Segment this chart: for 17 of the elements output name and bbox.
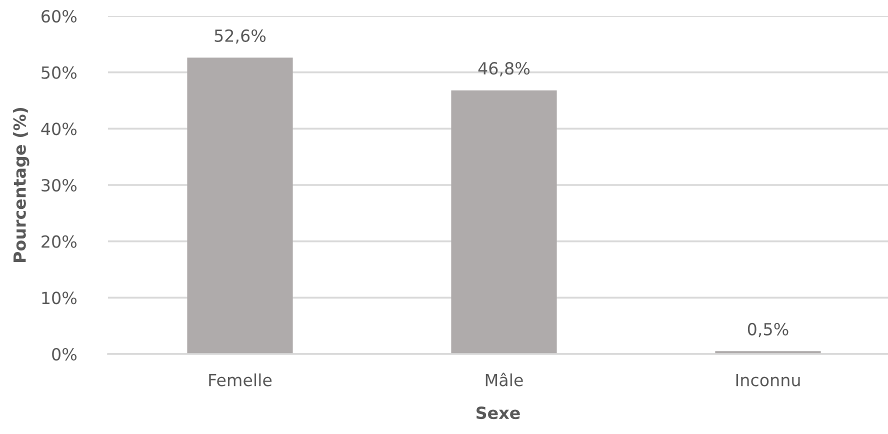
y-tick-label: 40%	[41, 122, 77, 136]
y-tick-label: 0%	[52, 348, 77, 361]
x-tick-label: Inconnu	[736, 374, 800, 386]
y-tick-label: 30%	[42, 178, 77, 192]
data-label: 46,8%	[478, 62, 530, 76]
bar	[451, 90, 557, 354]
data-label: 52,6%	[214, 29, 266, 44]
y-tick-label: 10%	[42, 292, 77, 304]
y-tick-label: 60%	[42, 10, 77, 23]
x-axis-title: Sexe	[476, 406, 520, 420]
y-tick-label: 20%	[42, 235, 77, 248]
x-tick-label: Femelle	[209, 373, 272, 386]
x-tick-label: Mâle	[486, 372, 523, 386]
bar	[187, 58, 293, 354]
data-label: 0,5%	[748, 322, 788, 338]
y-tick-label: 50%	[42, 66, 77, 79]
y-axis-title: Pourcentage (%)	[13, 108, 30, 262]
